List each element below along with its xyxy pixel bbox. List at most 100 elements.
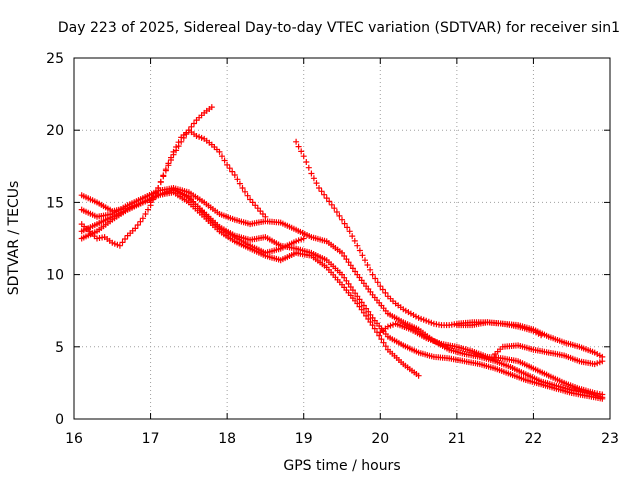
- data-point: [345, 280, 352, 287]
- data-point: [155, 185, 162, 191]
- data-point: [359, 252, 366, 259]
- series-track-3: [78, 186, 606, 402]
- data-point: [157, 179, 164, 186]
- data-point: [341, 274, 348, 281]
- data-point: [221, 157, 228, 164]
- data-point: [349, 287, 356, 294]
- data-point: [363, 312, 370, 319]
- data-point: [365, 308, 372, 315]
- data-point: [150, 194, 157, 201]
- y-tick-label: 15: [46, 195, 64, 211]
- data-point: [341, 220, 348, 227]
- data-point: [310, 175, 317, 182]
- y-tick-label: 20: [46, 123, 64, 139]
- data-point: [185, 127, 192, 134]
- y-tick-label: 10: [46, 268, 64, 284]
- data-point: [374, 279, 381, 286]
- data-point: [168, 157, 174, 163]
- chart-title: Day 223 of 2025, Sidereal Day-to-day VTE…: [58, 20, 620, 36]
- data-point: [303, 159, 310, 165]
- data-point: [344, 224, 351, 231]
- x-tick-label: 18: [218, 431, 236, 447]
- data-point: [183, 131, 190, 138]
- x-tick-label: 22: [525, 431, 543, 447]
- data-point: [346, 228, 353, 235]
- data-point: [239, 185, 246, 191]
- data-point: [321, 191, 328, 198]
- data-point: [145, 206, 151, 213]
- data-point: [328, 201, 335, 208]
- data-point: [377, 283, 384, 290]
- data-point: [316, 185, 322, 191]
- data-point: [345, 259, 352, 266]
- data-point: [323, 195, 330, 202]
- data-point: [216, 148, 223, 155]
- data-point: [175, 143, 182, 150]
- y-tick-label: 5: [55, 340, 64, 356]
- data-point: [358, 306, 365, 313]
- data-point: [298, 148, 305, 155]
- data-point: [371, 325, 378, 332]
- data-point: [339, 216, 345, 223]
- y-tick-label: 25: [46, 51, 64, 67]
- data-point: [147, 199, 154, 206]
- data-point: [369, 322, 376, 329]
- data-point: [170, 151, 177, 158]
- data-point: [226, 165, 233, 172]
- data-point: [349, 265, 356, 272]
- data-point: [358, 299, 365, 306]
- y-tick-label: 0: [55, 412, 64, 428]
- data-point: [360, 302, 367, 309]
- data-point: [119, 239, 126, 246]
- data-point: [160, 173, 167, 180]
- series-track-6: [147, 104, 215, 206]
- series-track-9: [492, 342, 606, 368]
- data-point: [300, 153, 307, 160]
- data-point: [139, 215, 146, 222]
- data-point: [347, 284, 354, 290]
- x-tick-label: 21: [448, 431, 466, 447]
- data-point: [354, 300, 361, 307]
- data-point: [333, 209, 340, 215]
- data-point: [224, 161, 231, 168]
- plot-frame: [73, 57, 611, 420]
- data-point: [378, 336, 385, 343]
- data-point: [356, 247, 363, 254]
- x-tick-label: 19: [295, 431, 313, 447]
- axis-ticks: 16 17 18 19 20 21 22 23 0 5 10 15 20 25: [46, 51, 619, 447]
- data-point: [293, 138, 300, 145]
- data-point: [599, 358, 606, 365]
- data-point: [244, 192, 251, 199]
- data-point: [116, 242, 123, 249]
- data-point: [331, 205, 338, 212]
- data-point: [351, 237, 358, 244]
- data-point: [380, 339, 387, 346]
- data-point: [152, 189, 159, 196]
- data-point: [339, 271, 345, 278]
- data-point: [132, 225, 139, 232]
- data-point: [367, 266, 374, 273]
- data-point: [352, 268, 359, 275]
- data-point: [318, 188, 325, 195]
- data-point: [599, 391, 606, 398]
- data-point: [364, 262, 371, 268]
- data-point: [208, 104, 215, 111]
- data-point: [336, 212, 343, 219]
- data-point: [349, 233, 356, 240]
- data-point: [313, 180, 320, 187]
- x-tick-label: 17: [142, 431, 160, 447]
- data-point: [343, 256, 350, 263]
- data-point: [308, 170, 315, 177]
- data-point: [372, 275, 379, 282]
- data-point: [354, 293, 361, 300]
- data-point: [173, 147, 180, 154]
- data-point: [295, 143, 302, 150]
- data-point: [343, 277, 350, 284]
- data-point: [367, 319, 374, 325]
- x-tick-label: 16: [65, 431, 83, 447]
- y-axis-label: SDTVAR / TECUs: [6, 181, 22, 296]
- data-point: [352, 290, 359, 297]
- data-point: [178, 138, 185, 145]
- x-tick-label: 23: [601, 431, 619, 447]
